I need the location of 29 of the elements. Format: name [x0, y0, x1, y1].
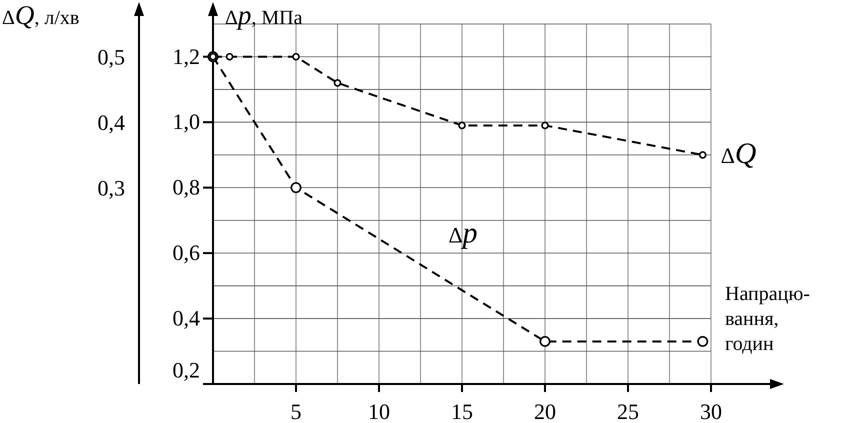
point	[290, 182, 302, 194]
x-tick-label: 5	[290, 399, 302, 423]
y-tick-label: 1,0	[172, 109, 200, 134]
point	[540, 336, 550, 347]
point	[226, 52, 234, 61]
point	[334, 79, 342, 87]
x-tick-label: 15	[451, 399, 473, 423]
y-tick-label: 0,8	[172, 174, 200, 200]
point	[458, 122, 466, 130]
x-tick-label: 25	[617, 399, 639, 423]
y-tick-label: 0,4	[172, 306, 200, 331]
point	[292, 52, 300, 61]
series-label: ΔQ	[720, 138, 756, 170]
y2-axis-title: ΔQ, л/хв	[2, 0, 80, 30]
series-label: Δp	[448, 218, 478, 250]
point	[698, 151, 706, 159]
y-tick-label: 1,2	[172, 44, 200, 69]
point	[697, 336, 708, 347]
point	[541, 122, 549, 130]
y2-tick-label: 0,3	[98, 175, 125, 200]
x-tick-label: 30	[700, 399, 722, 423]
x-tick-label: 10	[368, 399, 390, 423]
y2-tick-label: 0,4	[98, 110, 125, 135]
y-tick-label: 0,6	[172, 240, 200, 266]
x-axis-title: Напрацю- вання, годин	[725, 283, 810, 355]
y-tick-label: 0,2	[172, 357, 200, 382]
y2-tick-label: 0,5	[98, 44, 125, 70]
y-axis-title: Δp, МПа	[225, 0, 303, 30]
x-tick-label: 20	[534, 399, 556, 423]
